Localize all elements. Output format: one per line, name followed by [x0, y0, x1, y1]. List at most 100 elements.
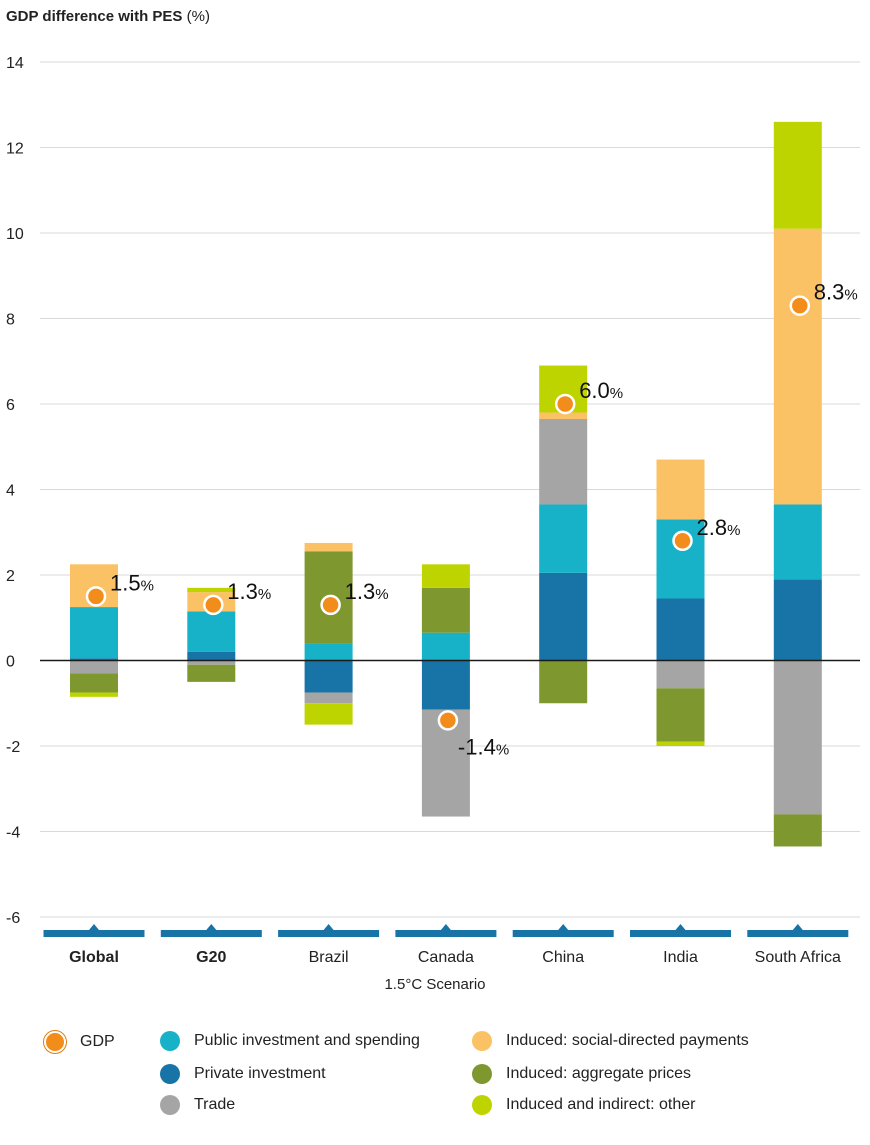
- gdp-marker: [789, 295, 811, 316]
- legend-label: Public investment and spending: [194, 1032, 420, 1049]
- legend-label: Trade: [194, 1096, 236, 1113]
- y-tick-label: 10: [6, 226, 24, 243]
- gdp-value-unit: %: [844, 287, 857, 304]
- gdp-marker: [437, 710, 459, 731]
- y-tick-label: -6: [6, 910, 20, 927]
- legend-swatch-induced-other: [472, 1095, 492, 1115]
- category-band: [278, 930, 380, 937]
- legend-swatch-public-investment: [160, 1031, 180, 1051]
- category-label: South Africa: [755, 949, 841, 966]
- gdp-value-unit: %: [375, 586, 388, 603]
- bar-segment: [187, 664, 236, 682]
- legend-swatch-private-investment: [160, 1064, 180, 1084]
- category-notch: [675, 924, 686, 930]
- legend-item-gdp: GDP: [44, 1031, 115, 1053]
- category-label: India: [663, 949, 698, 966]
- y-tick-label: -2: [6, 739, 20, 756]
- legend: GDP Public investment and spending Induc…: [0, 1025, 870, 1135]
- bar-segment: [656, 688, 705, 742]
- bar-segment: [539, 412, 588, 419]
- bar-segment: [656, 459, 705, 520]
- category-label: Brazil: [309, 949, 349, 966]
- bar-segment: [304, 542, 353, 552]
- gdp-value-unit: %: [496, 741, 509, 758]
- legend-item-aggregate-prices: Induced: aggregate prices: [472, 1064, 691, 1084]
- gdp-value: 8.3: [814, 280, 845, 305]
- bar-segment: [656, 741, 705, 746]
- category-band: [512, 930, 614, 937]
- gdp-marker: [320, 594, 341, 616]
- bar-segment: [539, 504, 588, 573]
- gdp-value-unit: %: [610, 385, 623, 402]
- gdp-value: 2.8: [697, 515, 728, 540]
- legend-swatch-social-payments: [472, 1031, 492, 1051]
- gdp-marker: [85, 586, 107, 607]
- y-axis-title: GDP difference with PES (%): [6, 8, 210, 25]
- bar-segment: [304, 703, 353, 725]
- gdp-value-label: 8.3%: [814, 280, 858, 305]
- category-notch: [792, 924, 803, 930]
- category-label: China: [542, 949, 584, 966]
- bar-segment: [421, 632, 470, 661]
- gdp-value: -1.4: [458, 734, 496, 759]
- bar-segment: [70, 658, 118, 661]
- bar-segment: [773, 121, 822, 229]
- category-label: G20: [196, 949, 226, 966]
- category-band: [395, 930, 497, 937]
- gdp-marker: [672, 530, 693, 552]
- category-band: [747, 930, 849, 937]
- y-tick-label: -4: [6, 825, 20, 842]
- legend-item-trade: Trade: [160, 1095, 235, 1115]
- category-notch: [89, 924, 99, 930]
- legend-label: Private investment: [194, 1065, 326, 1082]
- bar-segment: [187, 611, 236, 652]
- bar-segment: [70, 692, 118, 697]
- legend-item-private-investment: Private investment: [160, 1064, 326, 1084]
- category-notch: [440, 924, 451, 930]
- bar-segment: [187, 651, 236, 661]
- bar-segment: [773, 660, 822, 815]
- gdp-value: 6.0: [579, 378, 610, 403]
- legend-label: GDP: [80, 1033, 115, 1050]
- bar-segment: [187, 660, 236, 665]
- gdp-value: 1.3: [227, 579, 258, 604]
- y-tick-label: 2: [6, 568, 15, 585]
- x-axis-title: 1.5°C Scenario: [384, 976, 486, 993]
- gdp-value-label: 6.0%: [579, 378, 623, 403]
- bar-segment: [773, 579, 822, 661]
- legend-label: Induced: aggregate prices: [506, 1065, 692, 1082]
- legend-swatch-gdp: [44, 1031, 66, 1053]
- category-notch: [323, 924, 334, 930]
- bar-segment: [539, 572, 588, 661]
- legend-label: Induced and indirect: other: [506, 1096, 696, 1113]
- bar-segment: [773, 228, 822, 505]
- gdp-value-label: 1.5%: [110, 570, 154, 595]
- legend-item-induced-other: Induced and indirect: other: [472, 1095, 695, 1115]
- bar-segment: [187, 587, 236, 593]
- category-band: [160, 930, 262, 937]
- legend-swatch-trade: [160, 1095, 180, 1115]
- bar-segment: [656, 598, 705, 661]
- category-notch: [558, 924, 569, 930]
- bar-segment: [70, 673, 118, 693]
- gdp-value-label: -1.4%: [458, 734, 509, 759]
- y-tick-label: 14: [6, 55, 24, 72]
- bar-segment: [656, 660, 705, 689]
- gdp-marker: [554, 393, 576, 415]
- bar-segment: [421, 587, 470, 633]
- category-notch: [206, 924, 217, 930]
- category-label: Canada: [418, 949, 474, 966]
- legend-item-social-payments: Induced: social-directed payments: [472, 1031, 749, 1051]
- y-tick-label: 6: [6, 397, 15, 414]
- bar-segment: [304, 660, 353, 693]
- legend-swatch-aggregate-prices: [472, 1064, 492, 1084]
- category-band: [630, 930, 731, 937]
- y-tick-label: 0: [6, 654, 15, 671]
- gdp-value-label: 1.3%: [345, 579, 389, 604]
- category-band: [43, 930, 145, 937]
- gdp-value: 1.3: [345, 579, 376, 604]
- y-tick-label: 8: [6, 312, 15, 329]
- y-tick-label: 12: [6, 141, 24, 158]
- bar-segment: [70, 660, 118, 674]
